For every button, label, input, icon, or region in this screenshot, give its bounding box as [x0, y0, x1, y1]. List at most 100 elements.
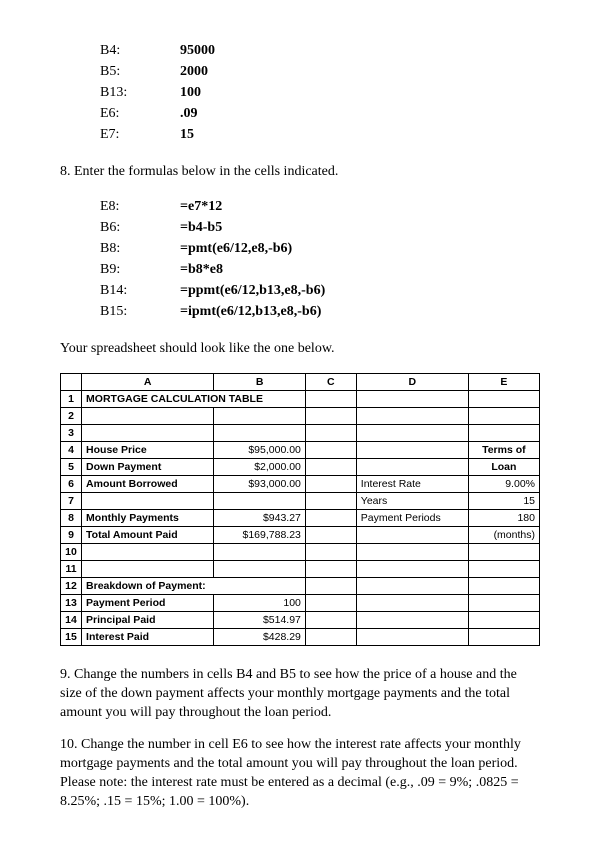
- cell-c: [305, 577, 356, 594]
- cell-d: [356, 407, 468, 424]
- entry-row: B5:2000: [100, 61, 540, 82]
- cell-c: [305, 543, 356, 560]
- entry-row: E7:15: [100, 124, 540, 145]
- cell-e: Loan: [468, 458, 539, 475]
- step-10-text: 10. Change the number in cell E6 to see …: [60, 736, 540, 812]
- cell-a: Payment Period: [82, 594, 214, 611]
- cell-b: $2,000.00: [214, 458, 306, 475]
- cell-c: [305, 628, 356, 645]
- entry-row: E8:=e7*12: [100, 196, 540, 217]
- cell-d: [356, 543, 468, 560]
- entry-value: 100: [180, 82, 201, 103]
- look-line: Your spreadsheet should look like the on…: [60, 340, 540, 359]
- entry-value: =ipmt(e6/12,b13,e8,-b6): [180, 301, 321, 322]
- row-number: 12: [61, 577, 82, 594]
- cell-d: [356, 424, 468, 441]
- cell-b: $93,000.00: [214, 475, 306, 492]
- row-number: 2: [61, 407, 82, 424]
- table-row: 6Amount Borrowed$93,000.00Interest Rate9…: [61, 475, 540, 492]
- cell-d: [356, 441, 468, 458]
- cell-entries-2: E8:=e7*12B6:=b4-b5B8:=pmt(e6/12,e8,-b6)B…: [100, 196, 540, 322]
- entry-label: B5:: [100, 61, 180, 82]
- col-header: E: [468, 373, 539, 390]
- entry-label: B8:: [100, 238, 180, 259]
- cell-a: Principal Paid: [82, 611, 214, 628]
- cell-d: [356, 611, 468, 628]
- cell-e: 180: [468, 509, 539, 526]
- cell-d: Years: [356, 492, 468, 509]
- cell-c: [305, 441, 356, 458]
- cell-d: [356, 594, 468, 611]
- step-9-text: 9. Change the numbers in cells B4 and B5…: [60, 666, 540, 723]
- cell-e: [468, 560, 539, 577]
- cell-c: [305, 458, 356, 475]
- entry-row: B14:=ppmt(e6/12,b13,e8,-b6): [100, 280, 540, 301]
- entry-value: =b8*e8: [180, 259, 223, 280]
- cell-entries-1: B4:95000B5:2000B13:100E6:.09E7:15: [100, 40, 540, 145]
- table-row: 8Monthly Payments$943.27Payment Periods1…: [61, 509, 540, 526]
- table-row: 4House Price$95,000.00Terms of: [61, 441, 540, 458]
- cell-e: [468, 594, 539, 611]
- entry-row: B9:=b8*e8: [100, 259, 540, 280]
- cell-d: Payment Periods: [356, 509, 468, 526]
- entry-label: B13:: [100, 82, 180, 103]
- row-number: 8: [61, 509, 82, 526]
- cell-c: [305, 390, 356, 407]
- cell-e: Terms of: [468, 441, 539, 458]
- cell-d: [356, 458, 468, 475]
- cell-c: [305, 475, 356, 492]
- entry-value: =pmt(e6/12,e8,-b6): [180, 238, 292, 259]
- entry-label: B6:: [100, 217, 180, 238]
- cell-b: [214, 560, 306, 577]
- entry-value: 95000: [180, 40, 215, 61]
- cell-d: Interest Rate: [356, 475, 468, 492]
- cell-c: [305, 492, 356, 509]
- row-number: 9: [61, 526, 82, 543]
- cell-b: $943.27: [214, 509, 306, 526]
- table-row: 3: [61, 424, 540, 441]
- table-row: 5Down Payment$2,000.00Loan: [61, 458, 540, 475]
- col-header: C: [305, 373, 356, 390]
- cell-e: (months): [468, 526, 539, 543]
- col-header: [61, 373, 82, 390]
- col-header: B: [214, 373, 306, 390]
- cell-a: MORTGAGE CALCULATION TABLE: [82, 390, 306, 407]
- cell-e: [468, 424, 539, 441]
- row-number: 4: [61, 441, 82, 458]
- cell-d: [356, 560, 468, 577]
- row-number: 15: [61, 628, 82, 645]
- entry-label: B14:: [100, 280, 180, 301]
- table-row: 12Breakdown of Payment:: [61, 577, 540, 594]
- row-number: 13: [61, 594, 82, 611]
- row-number: 1: [61, 390, 82, 407]
- cell-b: 100: [214, 594, 306, 611]
- cell-a: [82, 543, 214, 560]
- spreadsheet-table: ABCDE1MORTGAGE CALCULATION TABLE234House…: [60, 373, 540, 646]
- cell-a: House Price: [82, 441, 214, 458]
- table-row: 15Interest Paid$428.29: [61, 628, 540, 645]
- table-row: 14Principal Paid$514.97: [61, 611, 540, 628]
- cell-a: [82, 407, 214, 424]
- cell-d: [356, 577, 468, 594]
- step-8-text: 8. Enter the formulas below in the cells…: [60, 163, 540, 182]
- cell-c: [305, 611, 356, 628]
- cell-c: [305, 594, 356, 611]
- entry-row: B4:95000: [100, 40, 540, 61]
- col-header: A: [82, 373, 214, 390]
- cell-a: Interest Paid: [82, 628, 214, 645]
- row-number: 14: [61, 611, 82, 628]
- cell-b: [214, 543, 306, 560]
- entry-value: =e7*12: [180, 196, 222, 217]
- row-number: 3: [61, 424, 82, 441]
- cell-a: Amount Borrowed: [82, 475, 214, 492]
- cell-b: [214, 407, 306, 424]
- cell-e: [468, 407, 539, 424]
- table-row: 2: [61, 407, 540, 424]
- cell-e: [468, 628, 539, 645]
- cell-d: [356, 390, 468, 407]
- entry-row: E6:.09: [100, 103, 540, 124]
- row-number: 7: [61, 492, 82, 509]
- cell-e: [468, 543, 539, 560]
- cell-a: [82, 560, 214, 577]
- cell-e: [468, 577, 539, 594]
